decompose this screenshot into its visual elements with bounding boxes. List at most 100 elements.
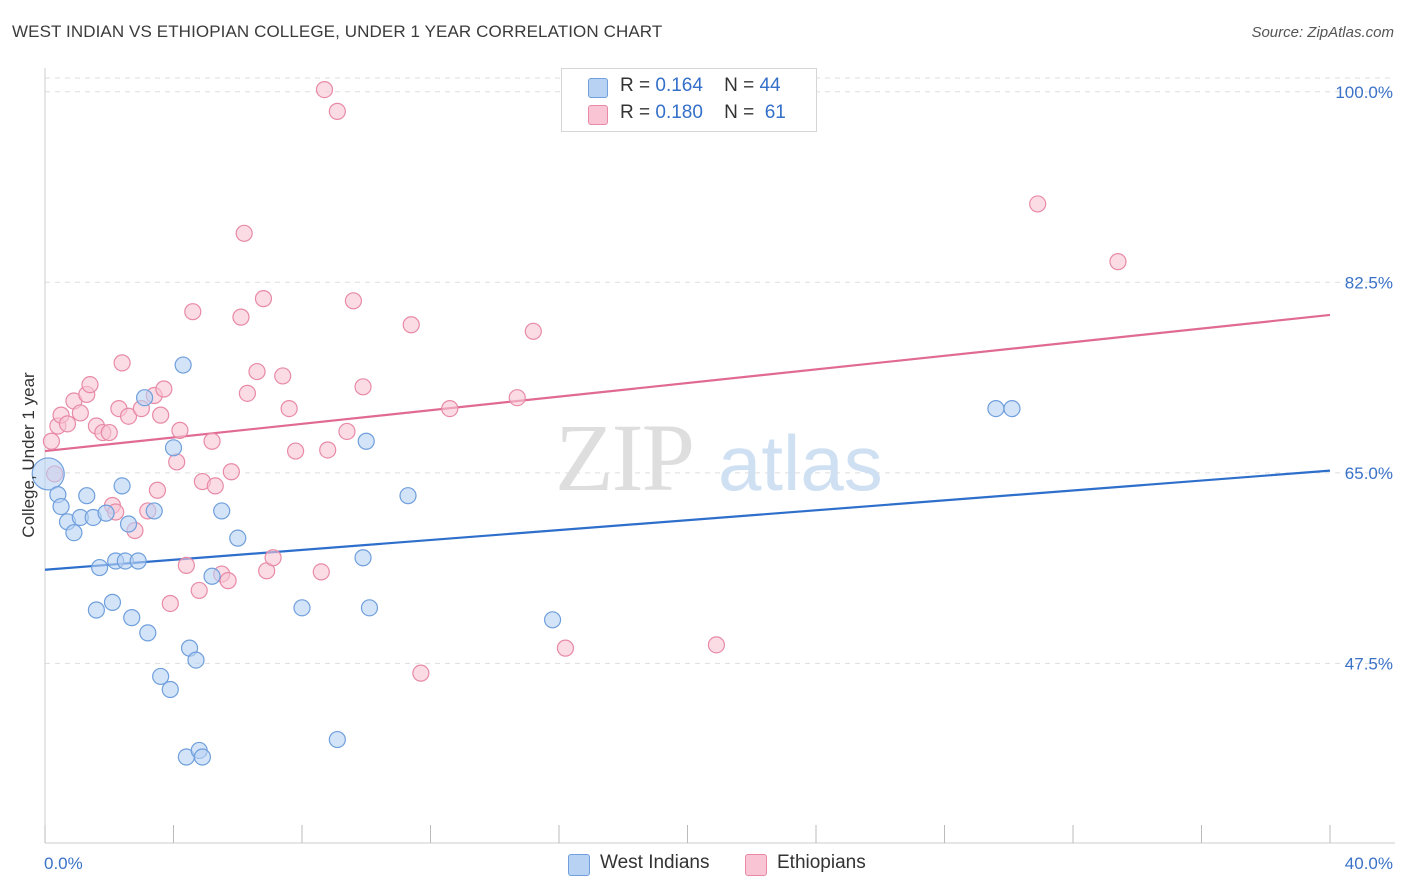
point-ethiopians bbox=[100, 423, 118, 442]
point-ethiopians bbox=[161, 594, 179, 613]
y-axis-label: College, Under 1 year bbox=[19, 372, 38, 538]
point-west-indians bbox=[97, 504, 115, 522]
point-ethiopians bbox=[508, 389, 526, 407]
point-ethiopians bbox=[206, 477, 224, 495]
point-west-indians bbox=[229, 529, 247, 547]
point-west-indians bbox=[164, 439, 183, 457]
point-west-indians bbox=[357, 432, 375, 450]
n-value-west-indians: 44 bbox=[759, 75, 781, 96]
watermark: ZIP atlas bbox=[555, 404, 883, 511]
r-value-ethiopians: 0.180 bbox=[655, 102, 703, 123]
source-label: Source: ZipAtlas.com bbox=[1251, 24, 1394, 41]
point-west-indians bbox=[399, 487, 417, 505]
point-ethiopians bbox=[312, 563, 330, 581]
point-ethiopians bbox=[148, 481, 167, 499]
y-tick-label: 100.0% bbox=[1335, 83, 1393, 102]
point-ethiopians bbox=[177, 556, 195, 574]
axes bbox=[44, 68, 1395, 844]
x-tick-label-min: 0.0% bbox=[44, 854, 83, 873]
point-ethiopians bbox=[254, 290, 273, 308]
point-west-indians bbox=[52, 497, 70, 516]
point-ethiopians bbox=[232, 308, 250, 326]
point-ethiopians bbox=[171, 421, 189, 439]
point-ethiopians bbox=[119, 407, 138, 425]
y-tick-label: 82.5% bbox=[1345, 273, 1393, 292]
legend-swatch-west-indians-bottom bbox=[568, 854, 590, 876]
point-ethiopians bbox=[152, 406, 170, 424]
stats-legend: R = 0.164 N = 44 R = 0.180 N = 61 bbox=[561, 68, 817, 132]
point-west-indians bbox=[135, 389, 154, 407]
point-ethiopians bbox=[354, 378, 372, 396]
point-west-indians bbox=[139, 624, 157, 642]
point-ethiopians bbox=[264, 549, 282, 567]
point-ethiopians bbox=[238, 384, 256, 402]
point-ethiopians bbox=[412, 664, 430, 682]
legend-label-ethiopians: Ethiopians bbox=[777, 852, 866, 873]
point-ethiopians bbox=[328, 102, 346, 120]
point-ethiopians bbox=[1029, 195, 1047, 213]
point-ethiopians bbox=[248, 362, 266, 381]
point-ethiopians bbox=[707, 636, 726, 654]
series-ethiopians-points bbox=[42, 80, 1127, 682]
point-ethiopians bbox=[219, 572, 237, 590]
point-ethiopians bbox=[42, 432, 61, 450]
point-ethiopians bbox=[524, 322, 542, 340]
point-west-indians bbox=[174, 356, 192, 374]
r-value-west-indians: 0.164 bbox=[655, 75, 703, 96]
tick-labels: 47.5% 65.0% 82.5% 100.0% 0.0% 40.0% bbox=[44, 83, 1393, 873]
watermark-zip: ZIP bbox=[555, 404, 693, 511]
point-ethiopians bbox=[190, 581, 208, 600]
point-ethiopians bbox=[168, 453, 186, 471]
n-value-ethiopians: 61 bbox=[764, 102, 786, 123]
legend-swatch-ethiopians bbox=[588, 105, 608, 125]
point-ethiopians bbox=[274, 367, 292, 385]
point-west-indians bbox=[87, 601, 106, 619]
point-west-indians bbox=[360, 599, 379, 617]
point-ethiopians bbox=[441, 399, 459, 418]
point-west-indians bbox=[103, 593, 122, 611]
point-ethiopians bbox=[203, 432, 221, 450]
point-west-indians bbox=[161, 680, 179, 699]
point-ethiopians bbox=[280, 399, 298, 418]
point-west-indians bbox=[152, 667, 170, 686]
point-west-indians bbox=[354, 549, 372, 567]
x-tick-label-max: 40.0% bbox=[1345, 854, 1393, 873]
point-ethiopians bbox=[58, 415, 77, 433]
point-ethiopians bbox=[344, 292, 362, 310]
point-ethiopians bbox=[81, 376, 99, 394]
point-west-indians bbox=[65, 524, 83, 542]
point-west-indians bbox=[293, 599, 311, 617]
point-ethiopians bbox=[184, 303, 202, 321]
point-west-indians bbox=[328, 730, 346, 749]
legend-swatch-ethiopians-bottom bbox=[745, 854, 767, 876]
point-west-indians bbox=[213, 502, 231, 520]
point-ethiopians bbox=[338, 422, 356, 441]
trendline-west-indians bbox=[44, 469, 1331, 571]
point-west-indians bbox=[91, 558, 109, 577]
legend-swatch-west-indians bbox=[588, 78, 608, 98]
point-west-indians bbox=[123, 609, 141, 627]
y-tick-label: 47.5% bbox=[1345, 654, 1393, 673]
point-ethiopians bbox=[155, 380, 173, 398]
point-ethiopians bbox=[402, 316, 420, 334]
point-west-indians bbox=[119, 515, 138, 533]
legend-label-west-indians: West Indians bbox=[600, 852, 710, 873]
point-west-indians bbox=[78, 487, 96, 505]
y-tick-label: 65.0% bbox=[1345, 464, 1393, 483]
point-ethiopians bbox=[1109, 253, 1127, 271]
point-west-indians bbox=[113, 477, 131, 495]
point-ethiopians bbox=[222, 463, 240, 481]
point-west-indians bbox=[193, 748, 212, 766]
trendline-ethiopians bbox=[44, 313, 1331, 453]
point-west-indians bbox=[1003, 399, 1021, 418]
trend-lines bbox=[44, 313, 1331, 571]
point-ethiopians bbox=[113, 354, 131, 372]
point-ethiopians bbox=[315, 80, 334, 99]
point-west-indians bbox=[145, 502, 163, 520]
gridlines bbox=[45, 77, 1395, 664]
point-ethiopians bbox=[71, 404, 89, 422]
point-west-indians bbox=[203, 567, 221, 585]
point-west-indians bbox=[31, 457, 65, 491]
watermark-atlas: atlas bbox=[718, 419, 883, 507]
